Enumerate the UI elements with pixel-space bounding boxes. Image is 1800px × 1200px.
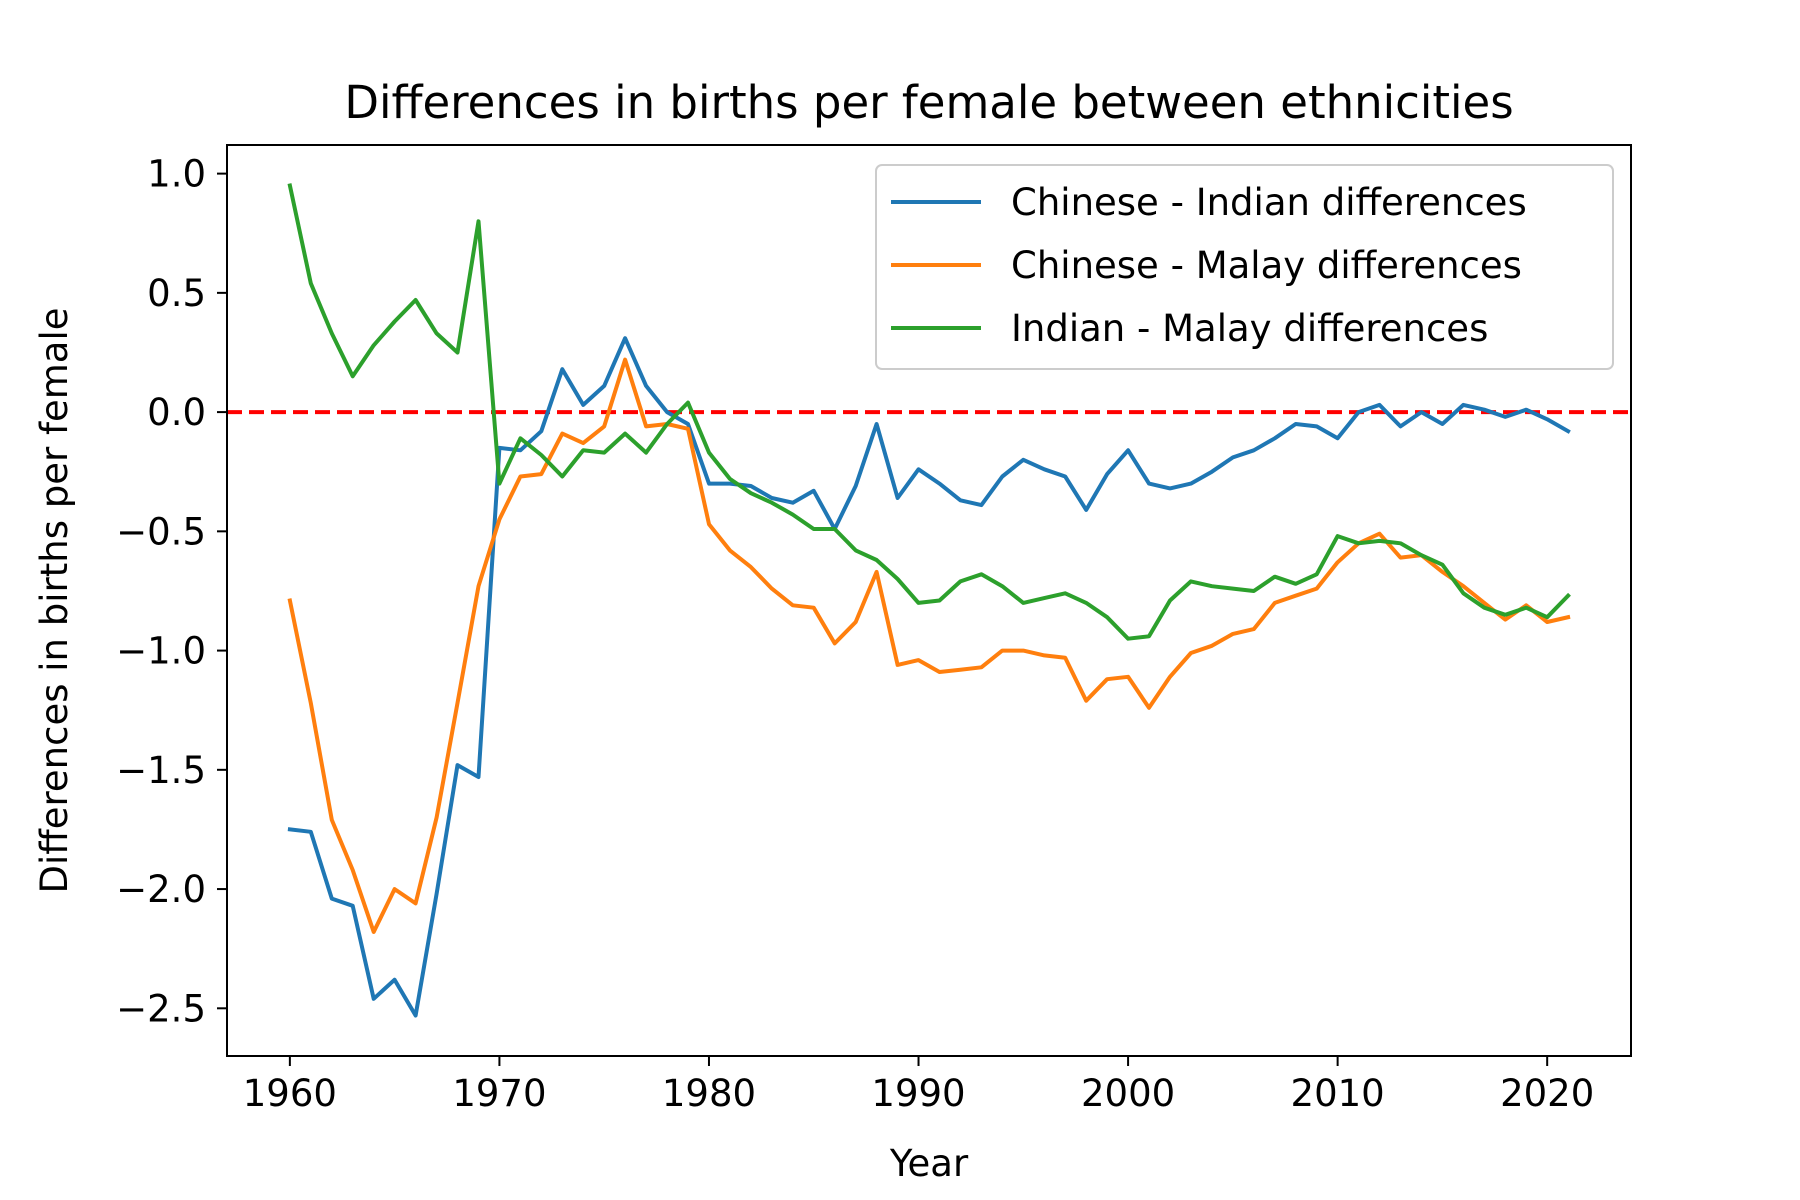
- y-tick-label: −2.0: [116, 868, 206, 911]
- legend-label: Indian - Malay differences: [1011, 307, 1488, 350]
- legend-box: [875, 164, 1614, 370]
- x-tick-label: 1960: [243, 1072, 337, 1115]
- x-tick-label: 1990: [871, 1072, 965, 1115]
- chart-title: Differences in births per female between…: [344, 76, 1513, 129]
- y-tick-label: 1.0: [147, 153, 206, 196]
- y-axis-label: Differences in births per female: [33, 307, 76, 893]
- legend-label: Chinese - Indian differences: [1011, 181, 1527, 224]
- y-tick-label: 0.0: [147, 391, 206, 434]
- y-tick-label: −2.5: [116, 987, 206, 1030]
- y-axis: 1.0 0.5 0.0 −0.5 −1.0 −1.5 −2.0 −2.5: [116, 153, 227, 1030]
- x-tick-label: 1980: [662, 1072, 756, 1115]
- series-line-1: [287, 336, 1571, 1018]
- y-tick-label: 0.5: [147, 272, 206, 315]
- plot-frame: [226, 144, 1632, 1057]
- y-tick-label: −1.5: [116, 749, 206, 792]
- series-line-2: [287, 357, 1571, 934]
- series-line-3: [287, 183, 1571, 641]
- x-tick-label: 2020: [1500, 1072, 1594, 1115]
- x-axis: 1960 1970 1980 1990 2000 2010 2020: [243, 1056, 1594, 1115]
- x-tick-label: 2000: [1081, 1072, 1175, 1115]
- x-axis-label: Year: [889, 1142, 969, 1185]
- series-group: [287, 183, 1571, 1018]
- y-tick-label: −0.5: [116, 510, 206, 553]
- legend-label: Chinese - Malay differences: [1011, 244, 1522, 287]
- x-tick-label: 1970: [452, 1072, 546, 1115]
- legend: Chinese - Indian differences Chinese - Ma…: [875, 164, 1614, 370]
- y-tick-label: −1.0: [116, 630, 206, 673]
- x-tick-label: 2010: [1291, 1072, 1385, 1115]
